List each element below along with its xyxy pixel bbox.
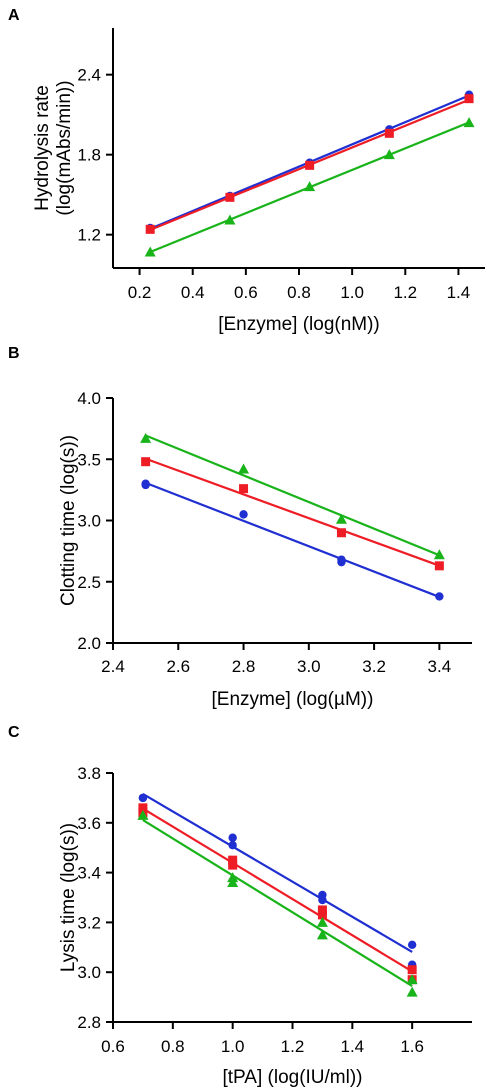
y-tick-label: 1.8 — [77, 146, 101, 165]
series-3-point — [140, 432, 152, 443]
series-3-point — [383, 149, 395, 160]
series-2-point — [317, 905, 327, 915]
chart-panel-b: B 2.4 2.6 2.8 3.0 3.2 3.4 2.0 2.5 3.0 3.5 4.0 [Enzym… — [8, 345, 472, 710]
y-tick-label: 3.5 — [77, 450, 101, 469]
series-1-point — [435, 592, 444, 601]
series-2-point — [317, 910, 327, 920]
x-tick-label: 2.4 — [101, 657, 125, 676]
y-tick-label: 3.0 — [77, 963, 101, 982]
y-tick-label: 2.4 — [77, 66, 101, 85]
x-tick-label: 0.2 — [128, 283, 152, 302]
series-3-point — [335, 513, 347, 524]
y-tick-label: 2.8 — [77, 1013, 101, 1032]
x-tick-label: 2.8 — [232, 657, 256, 676]
series-2-point — [434, 561, 444, 571]
series-1-point — [138, 793, 148, 803]
series-3-point — [137, 809, 149, 820]
x-tick-label: 1.2 — [281, 1037, 305, 1056]
y-tick-label: 3.6 — [77, 814, 101, 833]
series-2-point — [336, 528, 346, 538]
series-2-point — [225, 192, 235, 202]
y-tick-label: 1.2 — [77, 226, 101, 245]
series-3-point — [224, 214, 236, 225]
x-axis-title: [Enzyme] (log(nM)) — [218, 314, 380, 335]
y-tick-label: 3.8 — [77, 764, 101, 783]
x-tick-label: 0.6 — [234, 283, 258, 302]
y-tick-label: 3.4 — [77, 864, 101, 883]
x-axis-title: [Enzyme] (log(µM)) — [212, 689, 374, 710]
y-axis-title: Clotting time (log(s)) — [58, 435, 79, 606]
y-tick-label: 2.5 — [77, 573, 101, 592]
series-1-point — [337, 555, 346, 564]
series-3-point — [227, 877, 239, 888]
series-3-fit-line — [145, 434, 440, 557]
x-tick-label: 1.2 — [393, 283, 417, 302]
series-3-point — [144, 246, 156, 257]
series-3-point — [406, 974, 418, 985]
series-3-point — [463, 117, 475, 128]
series-1-point — [228, 841, 237, 850]
series-2-point — [384, 128, 394, 138]
x-tick-label: 1.4 — [447, 283, 471, 302]
y-tick-label: 4.0 — [77, 389, 101, 408]
series-1-point — [228, 833, 237, 842]
panel-letter: A — [8, 7, 20, 24]
x-tick-label: 3.4 — [428, 657, 452, 676]
series-2-point — [407, 965, 417, 975]
chart-panel-c: C 0.6 0.8 1.0 1.2 1.4 1.6 2.8 3.0 3.2 3.4 3.6 3.8 [tP… — [8, 724, 472, 1087]
x-tick-label: 2.6 — [166, 657, 190, 676]
series-3-point — [238, 463, 250, 474]
y-tick-label: 2.0 — [77, 634, 101, 653]
x-tick-label: 3.0 — [297, 657, 321, 676]
series-3-point — [304, 181, 316, 192]
series-1-point — [318, 895, 327, 905]
series-3-point — [316, 929, 328, 940]
series-2-point — [145, 224, 155, 234]
x-tick-label: 1.4 — [341, 1037, 365, 1056]
series-3-point — [316, 916, 328, 927]
series-2-point — [141, 457, 151, 467]
series-2-fit-line — [142, 807, 413, 973]
series-3-fit-line — [142, 819, 413, 987]
x-tick-label: 1.6 — [400, 1037, 424, 1056]
panel-letter: B — [8, 345, 20, 362]
series-2-point — [228, 860, 238, 870]
chart-panel-a: A 0.2 0.4 0.6 0.8 1.0 1.2 1.4 1.2 1.8 2.4 [Enzyme] … — [8, 7, 485, 335]
y-axis-title: (log(mAbs/min)) — [54, 80, 75, 215]
x-tick-label: 0.8 — [287, 283, 311, 302]
series-1-point — [407, 940, 417, 950]
series-3-point — [433, 549, 445, 560]
series-2-point — [239, 484, 249, 494]
y-tick-label: 3.2 — [77, 913, 101, 932]
series-1-point — [239, 510, 248, 519]
series-3-point — [406, 986, 418, 997]
series-1-fit-line — [142, 792, 413, 953]
x-tick-label: 0.4 — [181, 283, 205, 302]
x-axis-title: [tPA] (log(IU/ml)) — [222, 1067, 362, 1087]
x-tick-label: 3.2 — [362, 657, 386, 676]
y-axis-title: Hydrolysis rate — [32, 85, 53, 211]
y-tick-label: 3.0 — [77, 512, 101, 531]
series-1-fit-line — [145, 481, 440, 598]
series-2-point — [228, 855, 238, 865]
series-2-fit-line — [145, 457, 440, 567]
x-tick-label: 0.8 — [161, 1037, 185, 1056]
x-tick-label: 1.0 — [340, 283, 364, 302]
y-axis-title: Lysis time (log(s)) — [58, 823, 79, 972]
series-2-point — [305, 160, 315, 170]
x-tick-label: 1.0 — [221, 1037, 245, 1056]
x-tick-label: 0.6 — [101, 1037, 125, 1056]
series-2-point — [138, 803, 148, 813]
series-2-point — [464, 94, 474, 104]
series-1-point — [141, 479, 150, 488]
panel-letter: C — [8, 724, 20, 741]
